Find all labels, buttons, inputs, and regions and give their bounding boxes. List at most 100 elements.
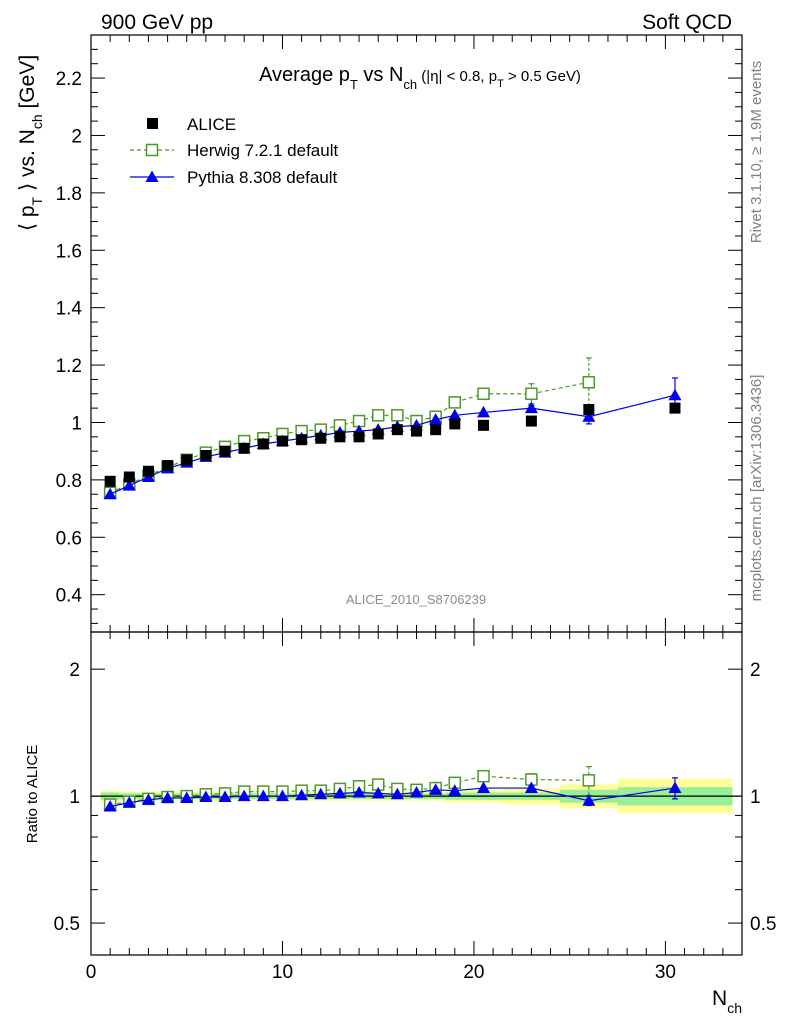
ratio-frame [90, 631, 743, 956]
ratio-point [333, 786, 347, 799]
x-tick-label: 0 [86, 962, 97, 983]
title-sub-a: T [350, 77, 358, 92]
legend-herwig-label: Herwig 7.2.1 default [187, 141, 338, 160]
ylabel-part-a: ⟨ p [16, 205, 39, 231]
main-y-tick-label: 0.8 [56, 471, 82, 492]
x-tick-label: 20 [463, 962, 484, 983]
title-sub-b: ch [403, 77, 417, 92]
ratio-y-tick-label: 1 [69, 787, 80, 808]
main-point [238, 442, 250, 454]
ylabel-sub-a: T [29, 196, 45, 205]
main-y-tick-label: 1.2 [56, 356, 82, 377]
ratio-point [199, 790, 213, 803]
ratio-series-filled-triangle [103, 777, 682, 812]
category-label: Soft QCD [642, 11, 732, 34]
ratio-point [524, 781, 538, 794]
legend-pythia-label: Pythia 8.308 default [187, 168, 338, 187]
main-point [668, 388, 682, 401]
title-part-b: vs N [358, 64, 404, 86]
legend-pythia-marker [145, 170, 159, 182]
ratio-y-tick-label-right: 1 [750, 787, 761, 808]
ratio-y-tick-label-right: 0.5 [750, 914, 776, 935]
ratio-y-tick-label-right: 2 [750, 660, 761, 681]
main-point [525, 387, 538, 401]
ratio-point [582, 774, 596, 787]
main-y-tick-labels: 0.4 0.6 0.8 1 1.2 1.4 1.6 1.8 2 2.2 [56, 69, 83, 607]
ratio-plot-panel: 0.5 0.5 1 1 2 2 Ratio to ALICE 0 10 20 30 Nch [24, 631, 777, 1016]
main-y-tick-label: 0.4 [56, 586, 83, 607]
main-axis-ticks [90, 34, 743, 632]
ratio-point [429, 783, 443, 795]
main-point [200, 449, 212, 461]
collision-label: 900 GeV pp [101, 11, 213, 34]
main-point [142, 465, 154, 477]
main-point [430, 424, 442, 436]
main-series-open-square [103, 357, 596, 500]
main-point [391, 409, 404, 422]
ratio-point [582, 794, 596, 806]
main-y-tick-label: 1.6 [56, 241, 82, 262]
x-tick-labels: 0 10 20 30 [86, 962, 676, 983]
ratio-point [295, 788, 309, 801]
main-point [103, 487, 117, 500]
title-sub-c: T [497, 78, 504, 90]
ratio-point [314, 787, 328, 800]
ratio-point [352, 785, 366, 798]
ratio-point [103, 799, 117, 812]
mcplots-reference-label: mcplots.cern.ch [arXiv:1306.3436] [748, 375, 765, 602]
xlabel-part-a: N [712, 987, 727, 1010]
ratio-point [161, 791, 175, 803]
main-point [582, 376, 596, 389]
ratio-point [218, 790, 232, 803]
main-point [391, 424, 403, 436]
ratio-point [122, 796, 136, 808]
ratio-point [448, 784, 462, 796]
ratio-point [275, 789, 289, 802]
main-point [123, 471, 135, 483]
ratio-point [477, 769, 490, 783]
main-y-tick-label: 2.2 [56, 69, 82, 90]
main-point [219, 445, 231, 457]
main-series-line [109, 381, 589, 494]
main-point [583, 404, 595, 416]
ratio-point [668, 781, 682, 794]
ratio-point [180, 791, 194, 803]
ratio-y-tick-label: 2 [69, 660, 80, 681]
ratio-point [141, 793, 155, 805]
ratio-data-series [103, 765, 682, 812]
rivet-version-label: Rivet 3.1.10, ≥ 1.9M events [748, 61, 765, 244]
main-point [477, 387, 490, 401]
main-plot-panel: 0.4 0.6 0.8 1 1.2 1.4 1.6 1.8 2 2.2 ALICE_2010_S8… [16, 34, 743, 633]
chart-title: Average pT vs Nch (|η| < 0.8, pT > 0.5 G… [259, 64, 581, 92]
ratio-point [371, 786, 385, 799]
x-axis-label: Nch [712, 987, 742, 1016]
main-point [372, 428, 384, 440]
x-tick-label: 30 [655, 962, 676, 983]
title-part-c: (|η| < 0.8, p [417, 68, 497, 85]
main-y-tick-label: 1.8 [56, 184, 82, 205]
main-point [315, 432, 327, 444]
ratio-point [237, 789, 251, 802]
ratio-point [256, 789, 270, 802]
ratio-point [410, 785, 423, 798]
legend: ALICE Herwig 7.2.1 default Pythia 8.308 … [130, 115, 338, 187]
main-point [257, 438, 269, 450]
ratio-y-tick-label: 0.5 [54, 914, 80, 935]
main-point [296, 434, 308, 446]
ratio-y-tick-labels: 0.5 0.5 1 1 2 2 [54, 660, 777, 935]
legend-alice-marker [147, 118, 158, 129]
ratio-y-axis-label: Ratio to ALICE [24, 745, 41, 843]
main-point [448, 408, 462, 421]
ylabel-part-b: ⟩ vs. N [16, 129, 39, 197]
main-y-axis-label: ⟨ pT ⟩ vs. Nch [GeV] [16, 55, 45, 231]
main-series-filled-triangle [103, 377, 682, 500]
main-point [162, 460, 174, 472]
main-point [669, 402, 681, 414]
title-part-a: Average p [259, 64, 350, 86]
main-y-tick-label: 1.4 [56, 299, 83, 320]
xlabel-sub-a: ch [727, 1000, 742, 1016]
main-y-tick-label: 1 [71, 413, 82, 434]
main-point [181, 454, 193, 466]
main-point [122, 479, 136, 491]
